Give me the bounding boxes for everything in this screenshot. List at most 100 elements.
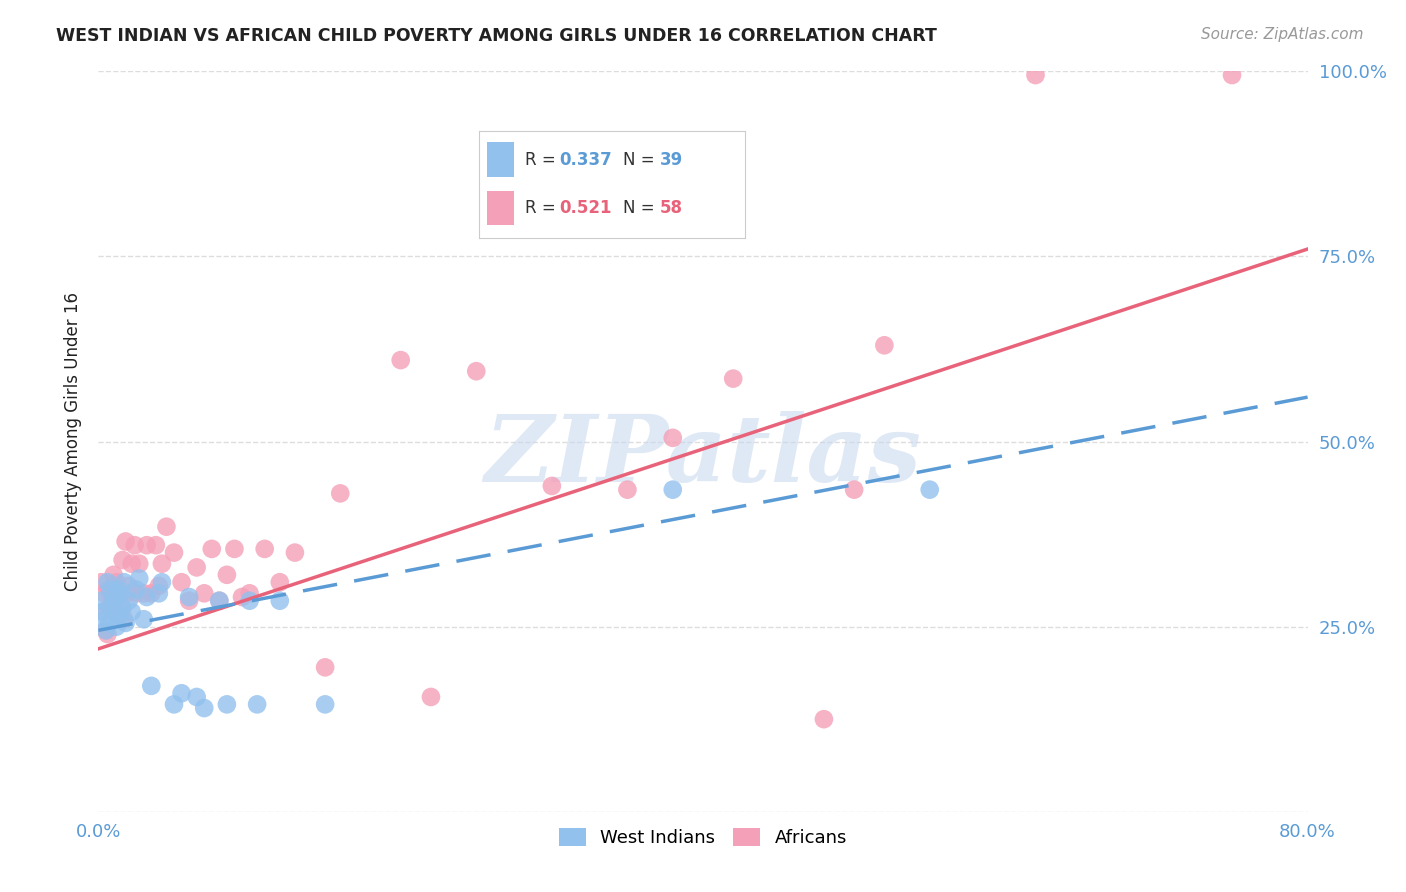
Point xyxy=(94,624,117,638)
Point xyxy=(163,546,186,560)
Point xyxy=(239,593,262,607)
Text: Source: ZipAtlas.com: Source: ZipAtlas.com xyxy=(1201,27,1364,42)
Point xyxy=(98,582,121,597)
Point xyxy=(145,538,167,552)
Point xyxy=(105,619,128,633)
Point xyxy=(148,586,170,600)
Point xyxy=(314,660,336,674)
Point xyxy=(208,593,231,607)
Point xyxy=(193,586,215,600)
Point xyxy=(1220,68,1243,82)
Text: WEST INDIAN VS AFRICAN CHILD POVERTY AMONG GIRLS UNDER 16 CORRELATION CHART: WEST INDIAN VS AFRICAN CHILD POVERTY AMO… xyxy=(56,27,938,45)
Point xyxy=(114,534,136,549)
Point xyxy=(101,593,124,607)
Point xyxy=(329,486,352,500)
Point xyxy=(112,575,135,590)
Point xyxy=(100,601,122,615)
Point xyxy=(90,593,112,607)
Point xyxy=(110,601,132,615)
Point xyxy=(112,612,135,626)
Point xyxy=(114,615,136,630)
Point xyxy=(121,557,143,571)
Point xyxy=(231,590,253,604)
Point xyxy=(104,590,127,604)
Point xyxy=(96,575,118,590)
Point xyxy=(389,353,412,368)
Point xyxy=(91,605,114,619)
Point xyxy=(107,582,129,597)
Point xyxy=(100,582,122,597)
Point xyxy=(661,431,683,445)
Point xyxy=(101,598,124,612)
Point xyxy=(125,582,148,597)
Point xyxy=(132,586,155,600)
Text: ZIPatlas: ZIPatlas xyxy=(485,411,921,501)
Point xyxy=(128,572,150,586)
Point xyxy=(91,605,114,619)
Point xyxy=(135,538,157,552)
Point xyxy=(125,586,148,600)
Point xyxy=(141,679,163,693)
Point xyxy=(103,605,125,619)
Legend: West Indians, Africans: West Indians, Africans xyxy=(551,821,855,855)
Point xyxy=(124,538,146,552)
Point xyxy=(215,567,238,582)
Point xyxy=(94,624,117,638)
Point xyxy=(155,519,177,533)
Point xyxy=(179,593,201,607)
Point xyxy=(104,593,127,607)
Point xyxy=(269,593,291,607)
Point xyxy=(118,579,141,593)
Point xyxy=(246,698,269,712)
Point xyxy=(179,590,201,604)
Point xyxy=(269,575,291,590)
Point xyxy=(150,575,173,590)
Point xyxy=(90,575,112,590)
Point xyxy=(813,712,835,726)
Point xyxy=(103,567,125,582)
Point xyxy=(150,557,173,571)
Point xyxy=(465,364,488,378)
Point xyxy=(105,575,128,590)
Point xyxy=(108,586,131,600)
Point xyxy=(163,698,186,712)
Point xyxy=(723,371,745,385)
Point xyxy=(201,541,224,556)
Point xyxy=(170,686,193,700)
Point xyxy=(284,546,307,560)
Point xyxy=(873,338,896,352)
Point xyxy=(111,553,134,567)
Point xyxy=(98,615,121,630)
Point xyxy=(96,627,118,641)
Point xyxy=(141,586,163,600)
Point xyxy=(215,698,238,712)
Point xyxy=(420,690,443,704)
Point xyxy=(186,560,208,574)
Point xyxy=(186,690,208,704)
Point xyxy=(314,698,336,712)
Point xyxy=(111,601,134,615)
Point xyxy=(110,586,132,600)
Point xyxy=(844,483,866,497)
Point xyxy=(918,483,941,497)
Point xyxy=(148,579,170,593)
Point xyxy=(93,586,115,600)
Point xyxy=(170,575,193,590)
Point xyxy=(616,483,638,497)
Point xyxy=(135,590,157,604)
Point xyxy=(661,483,683,497)
Point xyxy=(208,593,231,607)
Point xyxy=(540,479,562,493)
Point xyxy=(118,593,141,607)
Point xyxy=(1024,68,1046,82)
Point xyxy=(253,541,276,556)
Point xyxy=(107,608,129,623)
Y-axis label: Child Poverty Among Girls Under 16: Child Poverty Among Girls Under 16 xyxy=(63,292,82,591)
Point xyxy=(115,586,138,600)
Point xyxy=(193,701,215,715)
Point xyxy=(108,608,131,623)
Point xyxy=(121,605,143,619)
Point xyxy=(239,586,262,600)
Point xyxy=(128,557,150,571)
Point xyxy=(132,612,155,626)
